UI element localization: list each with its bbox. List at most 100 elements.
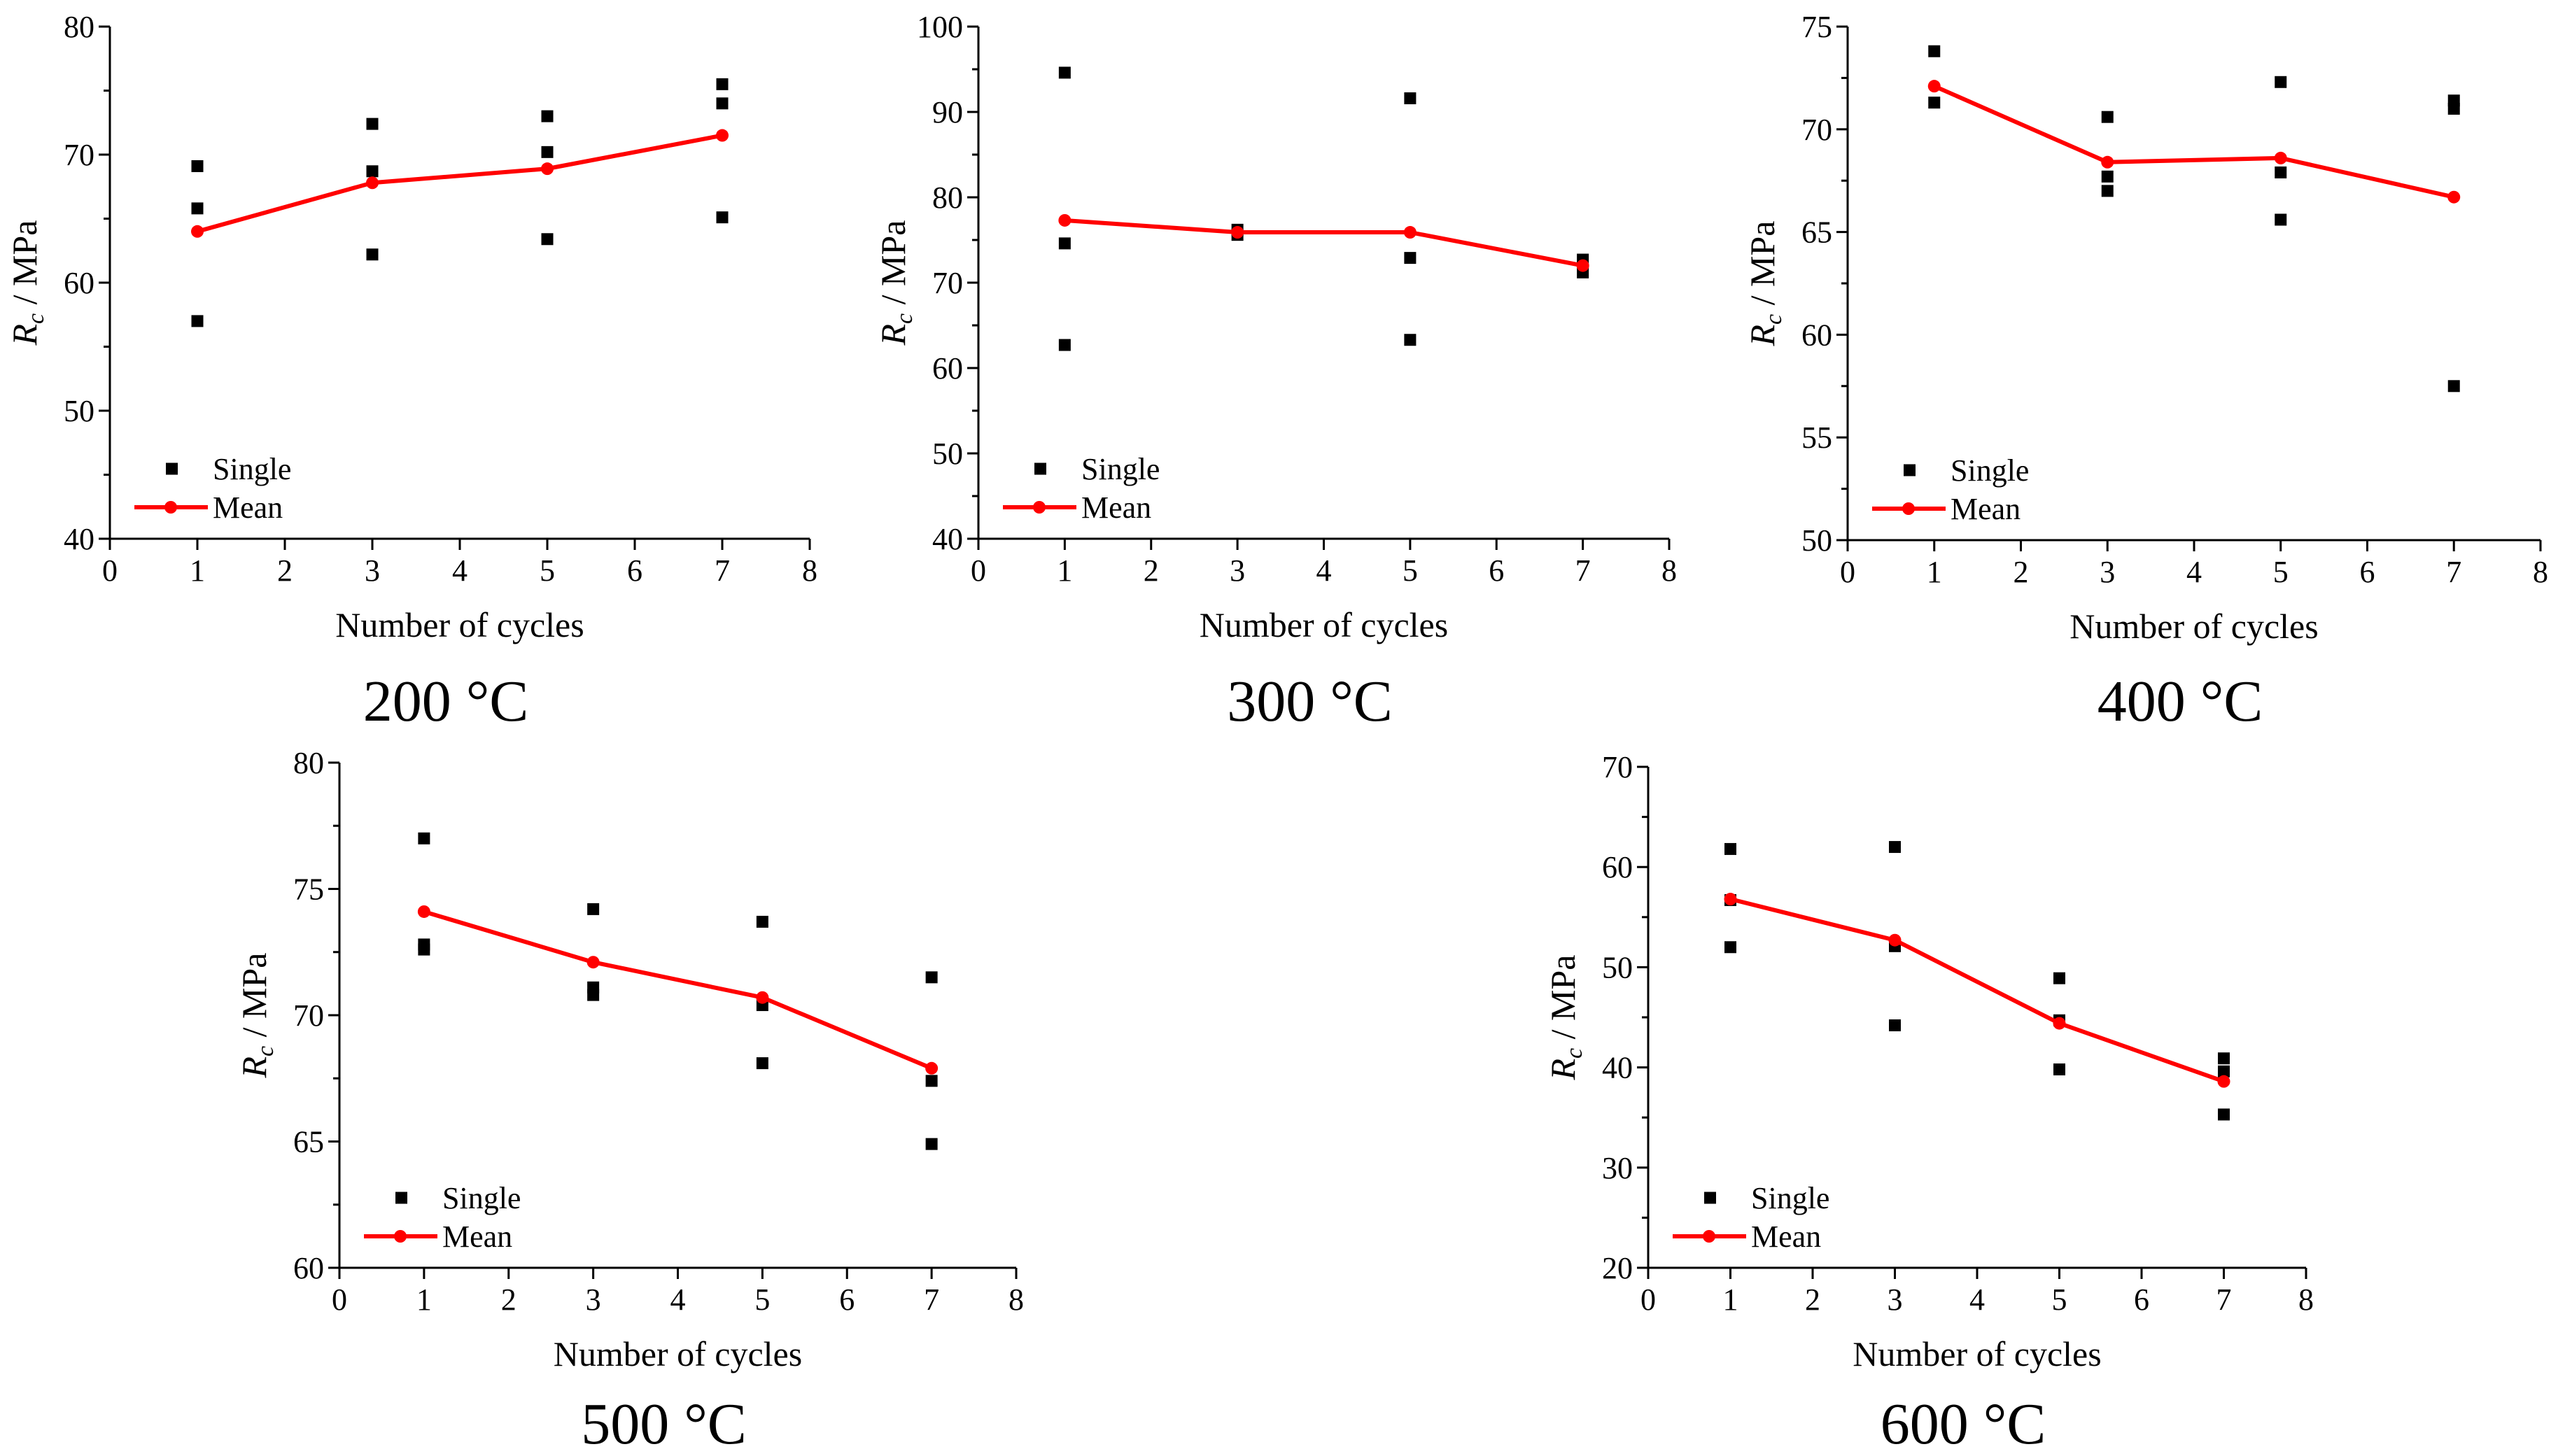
y-tick-label: 70 [64, 138, 94, 172]
x-tick-label: 7 [2216, 1282, 2232, 1317]
legend-single-label: Single [442, 1181, 521, 1215]
mean-point [191, 225, 204, 238]
single-point [2218, 1065, 2230, 1077]
legend-mean-label: Mean [1951, 492, 2021, 526]
y-tick-label: 70 [932, 266, 963, 300]
y-tick-label: 50 [1801, 523, 1832, 558]
single-point [2275, 76, 2287, 88]
legend: Single Mean [1673, 1181, 1829, 1254]
single-point [1889, 1019, 1901, 1031]
mean-point [586, 956, 600, 969]
y-axis-label-subscript: c [1761, 314, 1787, 325]
mean-point [541, 162, 554, 176]
y-axis-label-subscript: c [892, 313, 918, 324]
legend-single-marker [395, 1192, 407, 1204]
single-point [1889, 841, 1901, 854]
x-tick-label: 5 [2052, 1282, 2067, 1317]
single-point [1404, 92, 1417, 104]
x-tick-label: 5 [754, 1282, 770, 1317]
y-axis-label-unit: / MPa [873, 220, 913, 313]
y-axis-label-symbol: R [873, 324, 913, 346]
y-axis-label: Rc / MPa [873, 220, 918, 346]
y-tick-label: 60 [293, 1251, 324, 1285]
x-axis-label: Number of cycles [1200, 605, 1448, 644]
single-point [716, 78, 729, 90]
x-tick-label: 1 [1723, 1282, 1738, 1317]
single-point [1404, 252, 1417, 264]
single-point [418, 832, 430, 844]
x-tick-label: 7 [715, 553, 730, 588]
x-tick-label: 7 [924, 1282, 939, 1317]
panel-caption: 200 °C [363, 669, 529, 734]
single-point [2275, 166, 2287, 178]
legend-single-marker [1704, 1192, 1716, 1204]
y-tick-label: 60 [932, 351, 963, 386]
single-point [366, 118, 379, 130]
y-tick-label: 40 [932, 522, 963, 556]
legend-mean-label: Mean [1081, 490, 1151, 525]
single-point [366, 165, 379, 178]
panel-caption: 300 °C [1227, 669, 1393, 734]
y-tick-label: 55 [1801, 420, 1832, 455]
y-tick-label: 70 [293, 998, 324, 1033]
x-tick-label: 2 [277, 553, 293, 588]
legend: Single Mean [1003, 452, 1160, 525]
single-point [2218, 1052, 2230, 1065]
legend-mean-label: Mean [442, 1220, 512, 1254]
x-tick-label: 7 [2446, 555, 2461, 589]
mean-point [1927, 80, 1941, 93]
x-tick-label: 3 [586, 1282, 601, 1317]
y-tick-label: 75 [1801, 10, 1832, 44]
y-axis-label-unit: / MPa [234, 953, 274, 1046]
single-point [1724, 941, 1736, 954]
x-tick-label: 2 [501, 1282, 516, 1317]
single-point [1058, 237, 1071, 250]
y-axis-label: Rc / MPa [234, 953, 279, 1079]
legend: Single Mean [364, 1181, 521, 1254]
chart-panel: 0 1 2 3 4 5 6 7 8 50 55 60 65 70 75 Number of cycles Rc … [1743, 10, 2548, 734]
x-tick-label: 0 [971, 553, 986, 588]
legend-single-label: Single [1081, 452, 1160, 486]
y-axis-label-unit: / MPa [1743, 221, 1782, 314]
single-point [2101, 170, 2114, 183]
mean-point [1888, 933, 1902, 947]
legend-mean-marker [1902, 502, 1915, 515]
mean-line [1729, 897, 2225, 1084]
single-point [2218, 1108, 2230, 1121]
single-point [716, 211, 729, 224]
y-tick-label: 75 [293, 872, 324, 907]
x-tick-label: 0 [332, 1282, 347, 1317]
chart-panel: 0 1 2 3 4 5 6 7 8 20 30 40 50 60 70 Number of cycles Rc … [1543, 750, 2314, 1456]
legend-single-marker [1904, 464, 1916, 476]
mean-point [1231, 226, 1244, 239]
panel-caption: 400 °C [2097, 669, 2263, 734]
mean-line [197, 133, 723, 234]
x-tick-label: 8 [802, 553, 817, 588]
x-tick-label: 0 [1640, 1282, 1656, 1317]
x-tick-label: 1 [1057, 553, 1072, 588]
panel-caption: 600 °C [1881, 1392, 2046, 1456]
x-tick-label: 6 [2360, 555, 2375, 589]
x-tick-label: 3 [1888, 1282, 1903, 1317]
y-tick-label: 80 [293, 746, 324, 780]
single-point [1058, 66, 1071, 79]
panel-caption: 500 °C [581, 1392, 747, 1456]
mean-point [366, 176, 379, 190]
x-tick-label: 1 [190, 553, 205, 588]
y-tick-label: 60 [1602, 850, 1633, 884]
x-tick-label: 6 [839, 1282, 855, 1317]
mean-point [756, 991, 769, 1004]
mean-point [2447, 190, 2461, 204]
legend-single-label: Single [213, 452, 291, 486]
single-point [2447, 380, 2460, 393]
x-tick-label: 4 [2186, 555, 2202, 589]
y-tick-label: 40 [1602, 1051, 1633, 1085]
mean-point [417, 905, 430, 918]
x-axis-label: Number of cycles [1853, 1334, 2101, 1373]
single-point [541, 146, 554, 158]
y-axis-label-unit: / MPa [1543, 955, 1582, 1048]
mean-line [1064, 218, 1584, 268]
chart-panel: 0 1 2 3 4 5 6 7 8 60 65 70 75 80 Number of cycles Rc / … [234, 746, 1024, 1456]
legend-mean-marker [394, 1230, 407, 1243]
y-tick-label: 90 [932, 95, 963, 129]
